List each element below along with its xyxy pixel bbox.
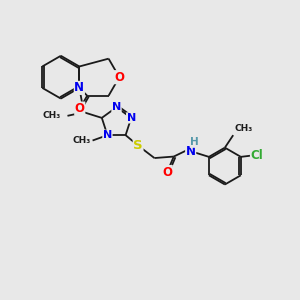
Text: N: N xyxy=(127,113,136,123)
Text: O: O xyxy=(114,71,124,84)
Text: S: S xyxy=(133,139,143,152)
Text: N: N xyxy=(186,145,196,158)
Text: N: N xyxy=(112,102,121,112)
Text: CH₃: CH₃ xyxy=(235,124,253,133)
Text: CH₃: CH₃ xyxy=(73,136,91,145)
Text: O: O xyxy=(162,166,172,178)
Text: H: H xyxy=(190,137,199,147)
Text: CH₃: CH₃ xyxy=(43,111,61,120)
Text: N: N xyxy=(74,81,84,94)
Text: Cl: Cl xyxy=(250,149,263,162)
Text: N: N xyxy=(103,130,112,140)
Text: O: O xyxy=(75,102,85,115)
